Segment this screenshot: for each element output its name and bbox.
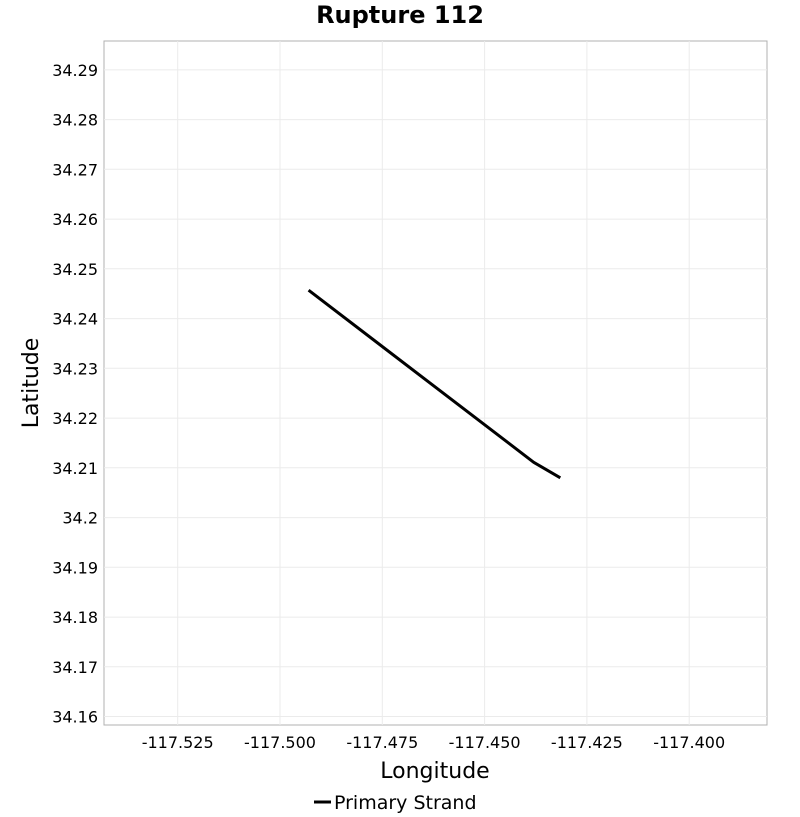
series-layer xyxy=(307,289,562,480)
x-tick-label: -117.425 xyxy=(551,733,623,752)
y-tick-label: 34.29 xyxy=(52,61,98,80)
plot-area xyxy=(103,40,768,726)
y-tick-label: 34.21 xyxy=(52,459,98,478)
chart-title: Rupture 112 xyxy=(316,1,484,29)
x-tick-label: -117.525 xyxy=(142,733,214,752)
x-tick-label: -117.500 xyxy=(244,733,316,752)
y-tick-label: 34.23 xyxy=(52,359,98,378)
x-tick-label: -117.400 xyxy=(653,733,725,752)
y-tick-label: 34.19 xyxy=(52,558,98,577)
x-tick-labels: -117.525 -117.500 -117.475 -117.450 -117.425… xyxy=(142,733,725,752)
x-tick-label: -117.450 xyxy=(449,733,521,752)
series-line-primary-strand xyxy=(307,289,562,480)
y-tick-label: 34.24 xyxy=(52,310,98,329)
y-axis-label: Latitude xyxy=(19,338,44,429)
legend-label-primary-strand: Primary Strand xyxy=(334,792,477,814)
x-tick-label: -117.475 xyxy=(346,733,418,752)
legend: Primary Strand xyxy=(314,792,477,814)
y-tick-label: 34.27 xyxy=(52,160,98,179)
y-tick-label: 34.26 xyxy=(52,210,98,229)
y-tick-label: 34.22 xyxy=(52,409,98,428)
x-axis-label: Longitude xyxy=(380,759,489,784)
x-gridlines xyxy=(177,41,690,725)
y-tick-labels: 34.29 34.28 34.27 34.26 34.25 34.24 34.23 34.22… xyxy=(52,61,98,727)
y-tick-label: 34.16 xyxy=(52,708,98,727)
y-gridlines xyxy=(104,69,767,717)
y-tick-label: 34.2 xyxy=(62,509,98,528)
y-tick-label: 34.18 xyxy=(52,608,98,627)
y-tick-label: 34.25 xyxy=(52,260,98,279)
y-tick-label: 34.28 xyxy=(52,111,98,130)
y-tick-label: 34.17 xyxy=(52,658,98,677)
